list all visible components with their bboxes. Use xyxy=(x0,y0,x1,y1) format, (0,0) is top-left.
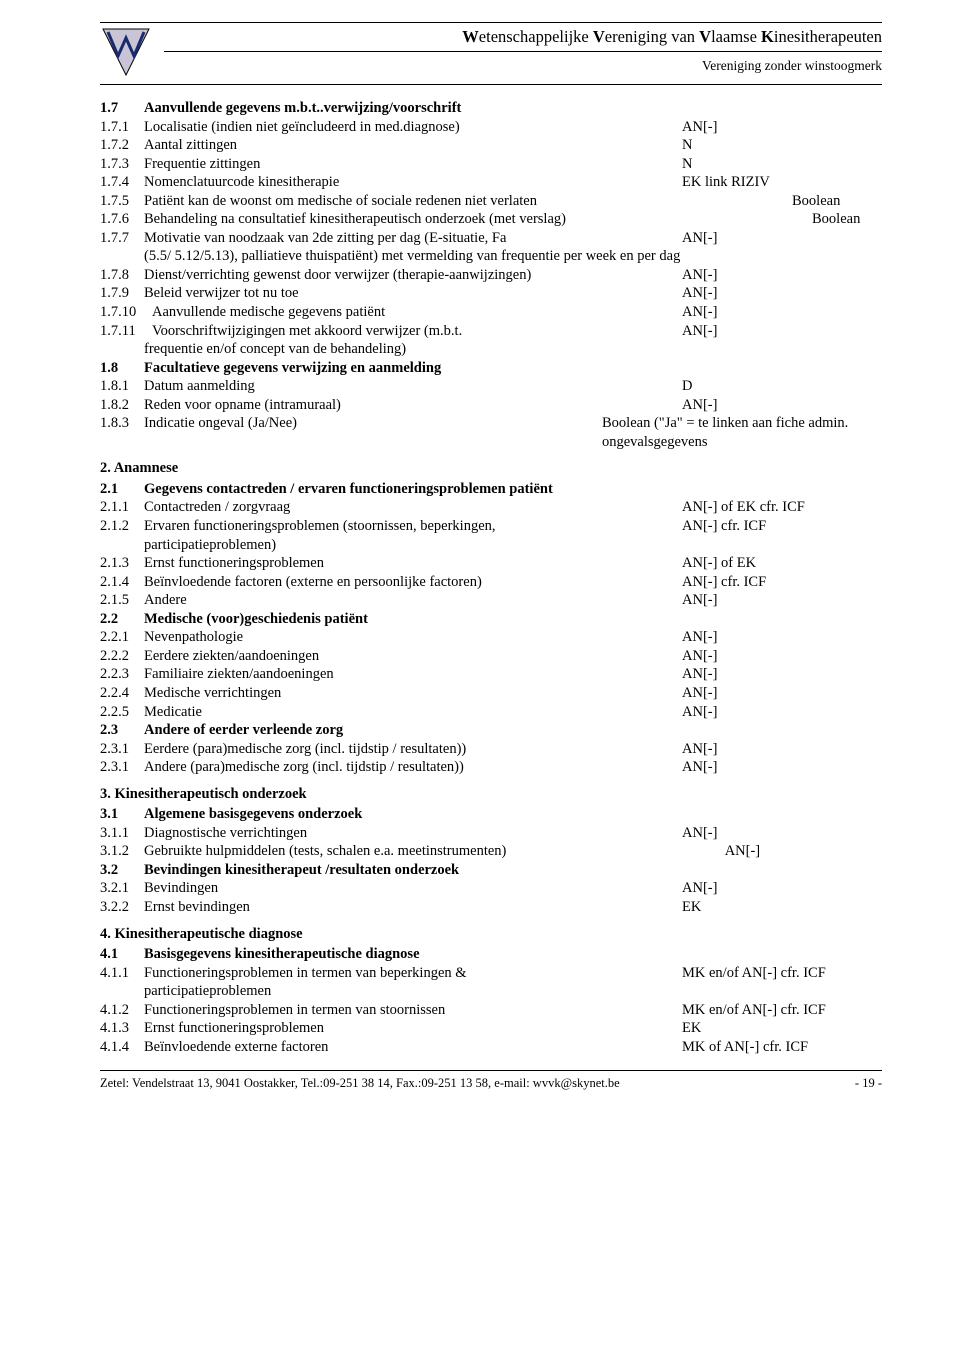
item-2-1-5: 2.1.5AndereAN[-] xyxy=(100,591,882,610)
item-3-2-2: 3.2.2Ernst bevindingenEK xyxy=(100,898,882,917)
section-2-3-heading: 2.3 Andere of eerder verleende zorg xyxy=(100,721,882,740)
page-footer: Zetel: Vendelstraat 13, 9041 Oostakker, … xyxy=(100,1071,882,1091)
section-3-2-heading: 3.2 Bevindingen kinesitherapeut /resulta… xyxy=(100,861,882,880)
section-2-1-heading: 2.1 Gegevens contactreden / ervaren func… xyxy=(100,480,882,499)
item-1-7-4: 1.7.4Nomenclatuurcode kinesitherapieEK l… xyxy=(100,173,882,192)
section-3-heading: 3. Kinesitherapeutisch onderzoek xyxy=(100,785,882,804)
item-4-1-4: 4.1.4Beïnvloedende externe factorenMK of… xyxy=(100,1038,882,1057)
item-1-7-5: 1.7.5Patiënt kan de woonst om medische o… xyxy=(100,192,882,211)
item-1-7-7: 1.7.7Motivatie van noodzaak van 2de zitt… xyxy=(100,229,882,248)
item-2-2-5: 2.2.5MedicatieAN[-] xyxy=(100,703,882,722)
section-2-2-heading: 2.2 Medische (voor)geschiedenis patiënt xyxy=(100,610,882,629)
item-1-7-10: 1.7.10Aanvullende medische gegevens pati… xyxy=(100,303,882,322)
footer-left: Zetel: Vendelstraat 13, 9041 Oostakker, … xyxy=(100,1075,620,1091)
item-2-3-1a: 2.3.1Eerdere (para)medische zorg (incl. … xyxy=(100,740,882,759)
org-subtitle: Vereniging zonder winstoogmerk xyxy=(164,55,882,74)
item-2-1-4: 2.1.4Beïnvloedende factoren (externe en … xyxy=(100,573,882,592)
item-3-1-2: 3.1.2Gebruikte hulpmiddelen (tests, scha… xyxy=(100,842,882,861)
item-2-2-2: 2.2.2Eerdere ziekten/aandoeningenAN[-] xyxy=(100,647,882,666)
item-1-7-6: 1.7.6Behandeling na consultatief kinesit… xyxy=(100,210,882,229)
org-title: Wetenschappelijke Vereniging van Vlaamse… xyxy=(164,26,882,47)
item-1-7-11: 1.7.11Voorschriftwijzigingen met akkoord… xyxy=(100,322,882,341)
item-4-1-1-cont: participatieproblemen xyxy=(100,982,882,1001)
item-4-1-1: 4.1.1Functioneringsproblemen in termen v… xyxy=(100,964,882,983)
item-1-7-8: 1.7.8Dienst/verrichting gewenst door ver… xyxy=(100,266,882,285)
item-1-8-2: 1.8.2Reden voor opname (intramuraal)AN[-… xyxy=(100,396,882,415)
item-1-7-9: 1.7.9Beleid verwijzer tot nu toeAN[-] xyxy=(100,284,882,303)
item-2-1-2-cont: participatieproblemen) xyxy=(100,536,882,555)
item-4-1-3: 4.1.3Ernst functioneringsproblemenEK xyxy=(100,1019,882,1038)
item-1-7-11-cont: frequentie en/of concept van de behandel… xyxy=(100,340,882,359)
item-4-1-2: 4.1.2Functioneringsproblemen in termen v… xyxy=(100,1001,882,1020)
section-3-1-heading: 3.1 Algemene basisgegevens onderzoek xyxy=(100,805,882,824)
section-1-7-heading: 1.7 Aanvullende gegevens m.b.t..verwijzi… xyxy=(100,99,882,118)
item-1-7-7-cont: (5.5/ 5.12/5.13), palliatieve thuispatië… xyxy=(100,247,882,266)
item-1-8-3: 1.8.3Indicatie ongeval (Ja/Nee)Boolean (… xyxy=(100,414,882,451)
section-4-heading: 4. Kinesitherapeutische diagnose xyxy=(100,925,882,944)
item-1-7-1: 1.7.1Localisatie (indien niet geïncludee… xyxy=(100,118,882,137)
item-2-3-1b: 2.3.1Andere (para)medische zorg (incl. t… xyxy=(100,758,882,777)
item-2-2-1: 2.2.1NevenpathologieAN[-] xyxy=(100,628,882,647)
page-header: Wetenschappelijke Vereniging van Vlaamse… xyxy=(100,22,882,85)
footer-page-number: - 19 - xyxy=(855,1075,882,1091)
logo xyxy=(100,26,152,78)
section-4-1-heading: 4.1 Basisgegevens kinesitherapeutische d… xyxy=(100,945,882,964)
item-2-1-1: 2.1.1Contactreden / zorgvraagAN[-] of EK… xyxy=(100,498,882,517)
item-1-7-2: 1.7.2Aantal zittingenN xyxy=(100,136,882,155)
item-2-2-4: 2.2.4Medische verrichtingenAN[-] xyxy=(100,684,882,703)
item-3-1-1: 3.1.1Diagnostische verrichtingenAN[-] xyxy=(100,824,882,843)
item-2-2-3: 2.2.3Familiaire ziekten/aandoeningenAN[-… xyxy=(100,665,882,684)
item-1-8-1: 1.8.1Datum aanmeldingD xyxy=(100,377,882,396)
item-1-7-3: 1.7.3Frequentie zittingenN xyxy=(100,155,882,174)
item-2-1-3: 2.1.3Ernst functioneringsproblemenAN[-] … xyxy=(100,554,882,573)
item-2-1-2: 2.1.2Ervaren functioneringsproblemen (st… xyxy=(100,517,882,536)
page: Wetenschappelijke Vereniging van Vlaamse… xyxy=(0,0,960,1113)
section-1-8-heading: 1.8 Facultatieve gegevens verwijzing en … xyxy=(100,359,882,378)
section-2-heading: 2. Anamnese xyxy=(100,459,882,478)
item-3-2-1: 3.2.1BevindingenAN[-] xyxy=(100,879,882,898)
